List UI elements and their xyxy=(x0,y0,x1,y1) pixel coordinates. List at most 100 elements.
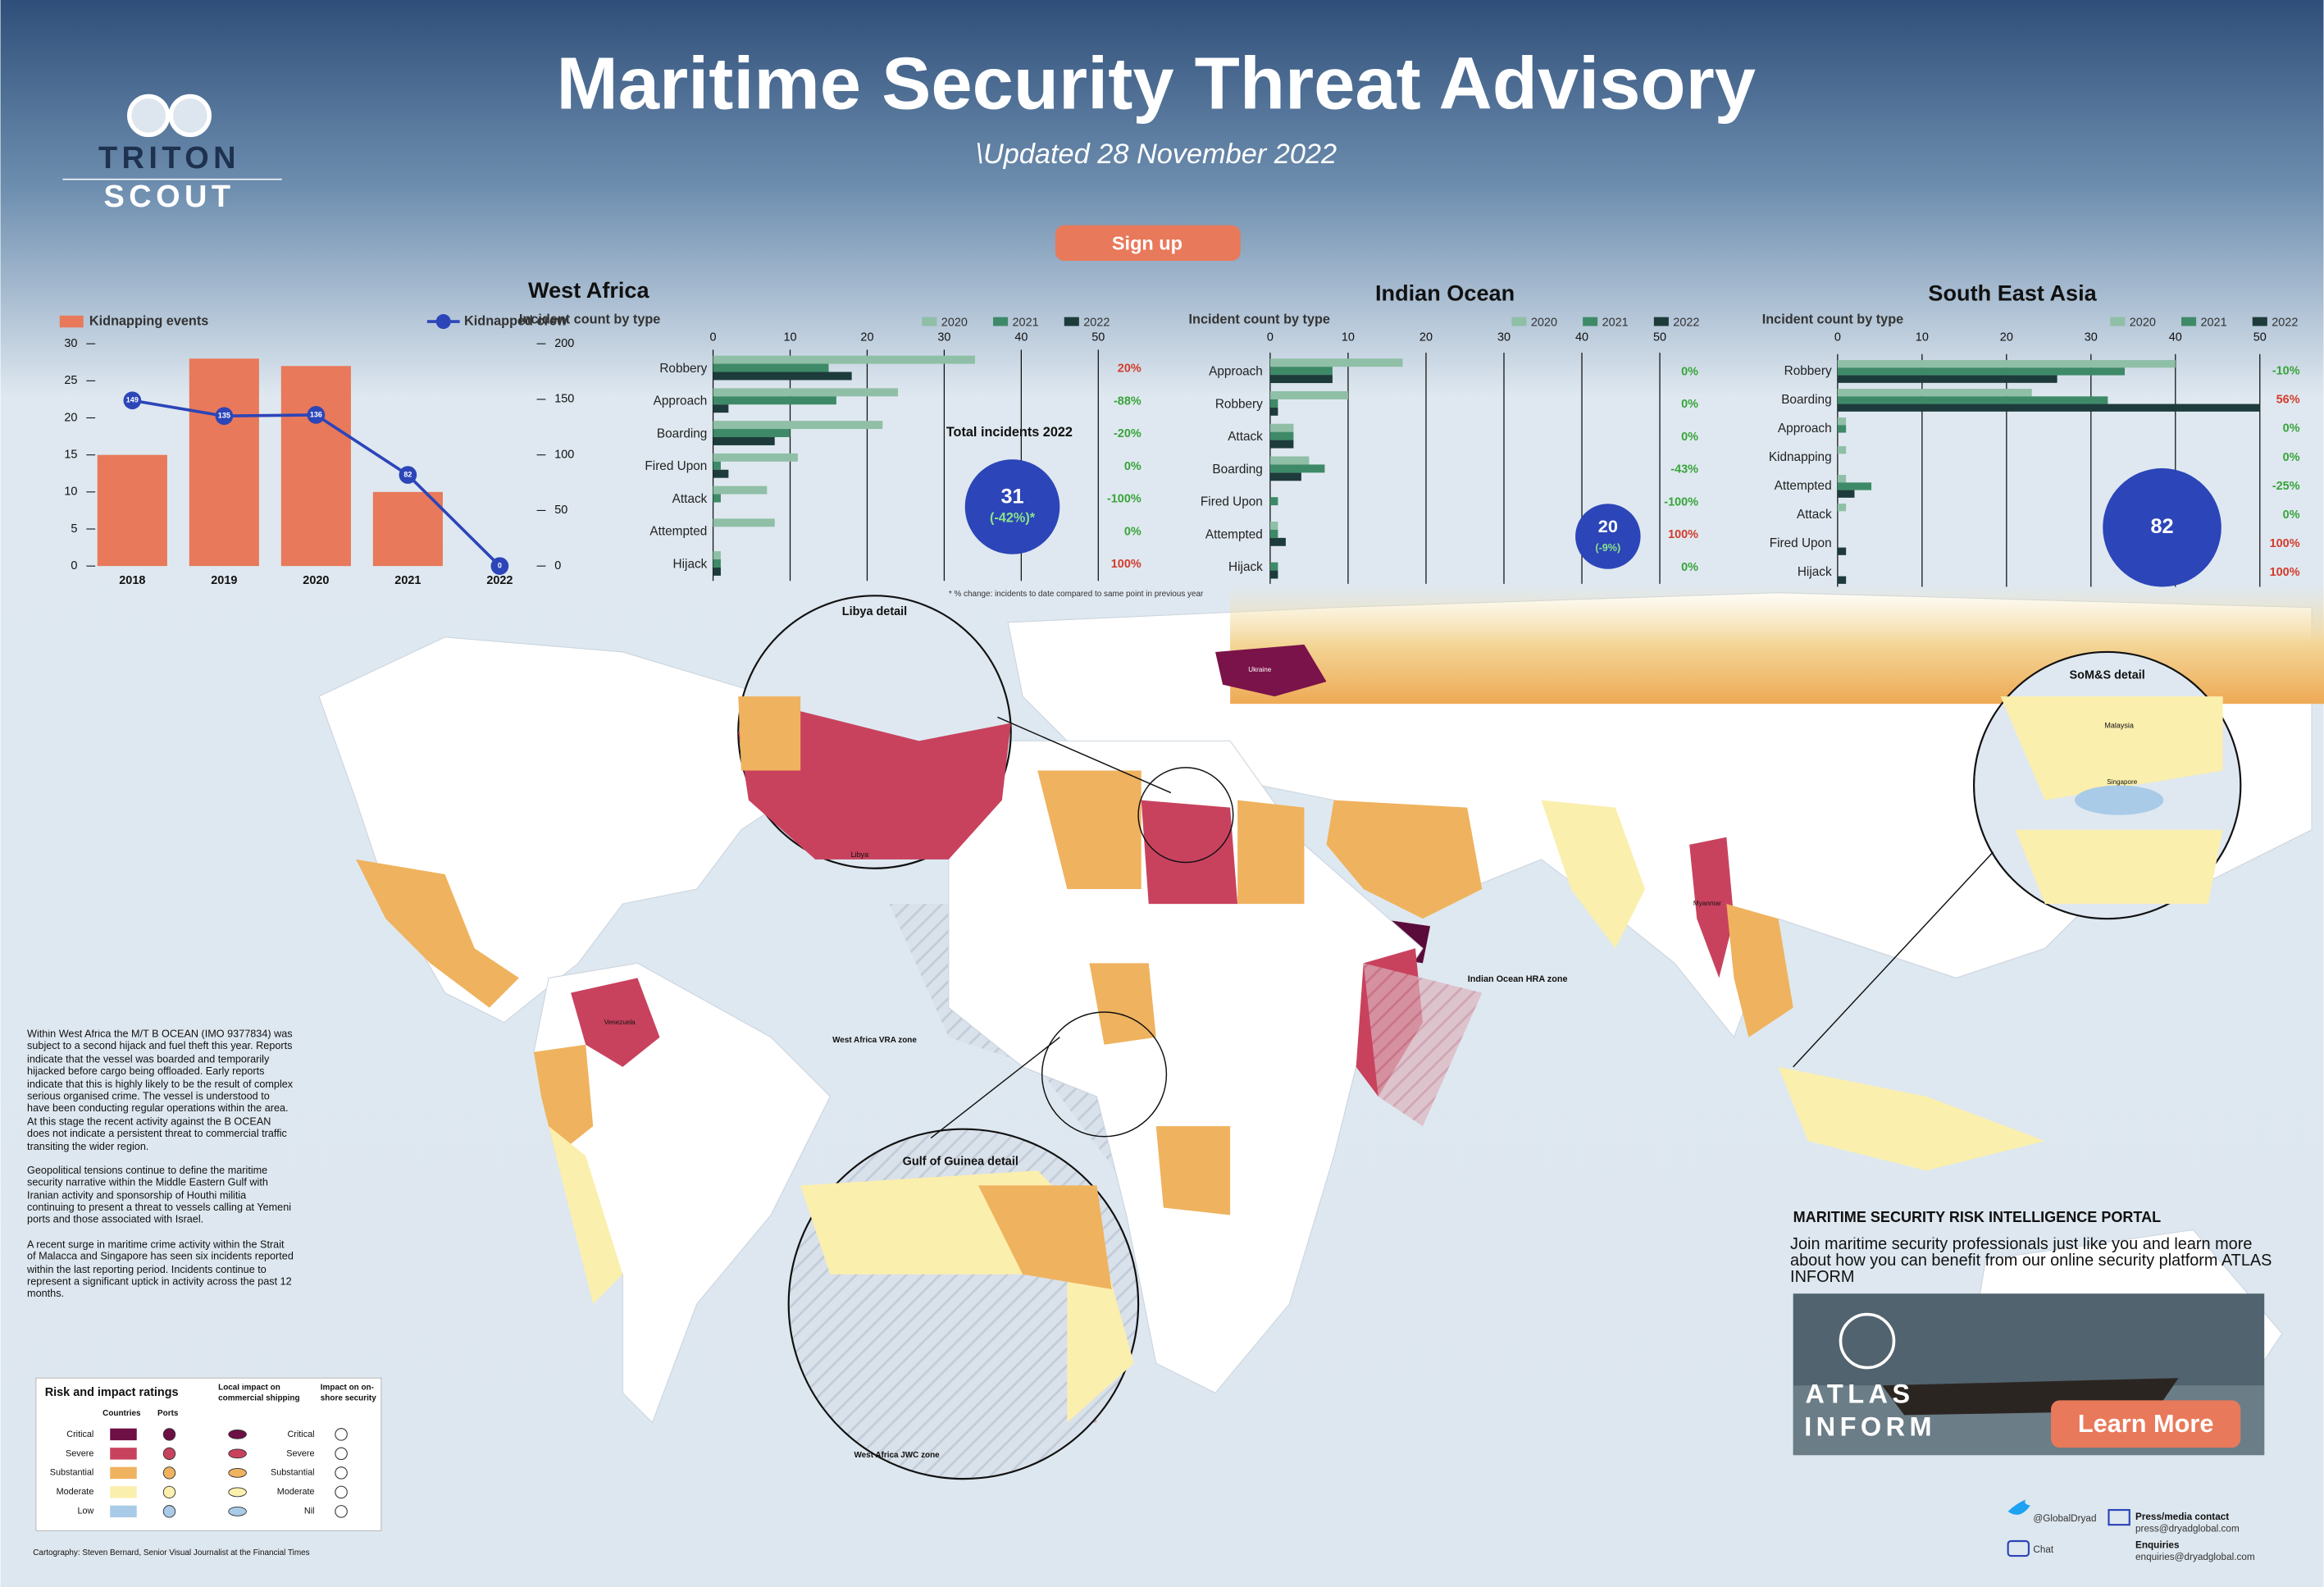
y2-tick-label: 150 xyxy=(554,393,574,406)
bar xyxy=(1269,390,1348,399)
bar xyxy=(1269,407,1278,416)
connector xyxy=(930,1037,1060,1139)
nigeria xyxy=(1089,963,1156,1045)
legend-swatch xyxy=(110,1466,137,1480)
total-circle xyxy=(2103,467,2221,587)
bar xyxy=(1837,404,2260,412)
bar xyxy=(1269,358,1403,367)
world-map xyxy=(318,585,2324,1480)
change-label: 100% xyxy=(1111,558,1141,571)
legend-swatch xyxy=(2110,317,2126,326)
learn-more-label[interactable]: Learn More xyxy=(2078,1409,2214,1438)
bar xyxy=(1837,547,1847,555)
portal-body-text: Join maritime security professionals jus… xyxy=(1790,1237,2272,1287)
bar xyxy=(713,559,721,568)
footnote: * % change: incidents to date compared t… xyxy=(949,590,1204,599)
bar xyxy=(1837,482,1872,490)
legend-impact: Severe xyxy=(286,1448,314,1458)
category-label: Fired Upon xyxy=(1770,536,1832,550)
signup-bg[interactable] xyxy=(1055,225,1241,261)
change-label: -20% xyxy=(1114,427,1141,440)
y-tick-label: 15 xyxy=(64,448,77,461)
legend-level: Severe xyxy=(66,1448,93,1458)
bar xyxy=(713,567,721,576)
legend-onshore xyxy=(335,1428,348,1441)
change-label: 0% xyxy=(1681,561,1698,574)
map-label: Libya xyxy=(851,851,870,859)
category-label: Boarding xyxy=(657,426,707,440)
learn-more-button[interactable]: Learn More xyxy=(2051,1400,2241,1448)
y-tick-label: 10 xyxy=(64,486,77,499)
legend-onshore xyxy=(335,1485,348,1499)
bar xyxy=(1269,529,1278,538)
legend-label: 2022 xyxy=(2272,317,2298,330)
legend-onshore xyxy=(335,1466,348,1480)
bar xyxy=(713,355,975,364)
chart-title: South East Asia xyxy=(1928,280,2097,306)
tunisia-detail xyxy=(738,696,801,771)
chart-subtitle: Incident count by type xyxy=(519,312,660,327)
legend-ship xyxy=(228,1448,247,1459)
legend-col: Ports xyxy=(157,1409,179,1418)
change-label: 0% xyxy=(1681,398,1698,411)
point xyxy=(123,391,142,410)
twitter-handle[interactable]: @GlobalDryad xyxy=(2033,1513,2096,1524)
total-label: Total incidents 2022 xyxy=(946,425,1073,440)
bar xyxy=(1269,431,1294,440)
x-tick-label: 20 xyxy=(1419,331,1433,344)
change-label: 0% xyxy=(1124,460,1141,473)
category-label: Fired Upon xyxy=(1201,495,1263,509)
category-label: Boarding xyxy=(1212,463,1262,477)
category-label: Approach xyxy=(1209,365,1263,379)
bar xyxy=(713,518,775,527)
bar xyxy=(1269,570,1278,579)
libya xyxy=(1141,800,1238,905)
change-label: 20% xyxy=(1118,363,1141,376)
singapore-detail xyxy=(2074,785,2164,815)
legend-ship xyxy=(228,1468,247,1478)
legend-label: 2022 xyxy=(1673,317,1699,330)
legend-bg xyxy=(35,1377,382,1531)
bar xyxy=(1269,399,1278,408)
legend-onshore xyxy=(335,1447,348,1461)
legend-swatch xyxy=(59,315,84,328)
bar xyxy=(713,494,721,503)
legend-swatch xyxy=(1511,317,1527,326)
twitter-icon xyxy=(2007,1499,2030,1515)
category-label: Robbery xyxy=(1784,364,1832,378)
bar xyxy=(97,454,167,567)
learn-more-bg[interactable] xyxy=(2051,1400,2241,1448)
press-email[interactable]: press@dryadglobal.com xyxy=(2135,1524,2240,1535)
x-tick-label: 50 xyxy=(2253,331,2267,344)
signup-label[interactable]: Sign up xyxy=(1112,232,1183,253)
change-label: -88% xyxy=(1114,394,1141,408)
y2-tick-label: 200 xyxy=(554,337,574,350)
x-tick-label: 20 xyxy=(860,331,873,344)
bar xyxy=(713,436,775,445)
legend-col-text: Local impact on commercial shipping xyxy=(218,1384,300,1403)
portal-title: MARITIME SECURITY RISK INTELLIGENCE PORT… xyxy=(1793,1209,2162,1225)
chart-subtitle: Incident count by type xyxy=(1762,312,1903,327)
enquiries-email[interactable]: enquiries@dryadglobal.com xyxy=(2135,1552,2255,1562)
legend-impact: Nil xyxy=(304,1507,315,1516)
legend-swatch xyxy=(110,1428,137,1441)
legend-label: 2021 xyxy=(1602,317,1629,330)
algeria xyxy=(1037,770,1141,890)
signup-button[interactable]: Sign up xyxy=(1055,225,1241,261)
egypt xyxy=(1237,800,1305,905)
legend-level: Moderate xyxy=(57,1487,94,1497)
change-label: 100% xyxy=(2270,537,2300,550)
change-label: 100% xyxy=(1668,528,1698,541)
chat-label[interactable]: Chat xyxy=(2033,1544,2054,1555)
bar xyxy=(713,461,721,470)
bar xyxy=(1837,417,1847,426)
legend-swatch xyxy=(922,317,937,326)
enquiries-label: Enquiries xyxy=(2135,1540,2180,1551)
indonesia xyxy=(1778,1066,2045,1171)
chart-subtitle: Incident count by type xyxy=(1189,312,1330,327)
change-label: -100% xyxy=(1664,495,1698,508)
mexico xyxy=(356,859,519,1008)
malaysia-detail xyxy=(2000,696,2223,800)
logo-lens xyxy=(127,93,171,138)
connector xyxy=(1793,851,1994,1068)
